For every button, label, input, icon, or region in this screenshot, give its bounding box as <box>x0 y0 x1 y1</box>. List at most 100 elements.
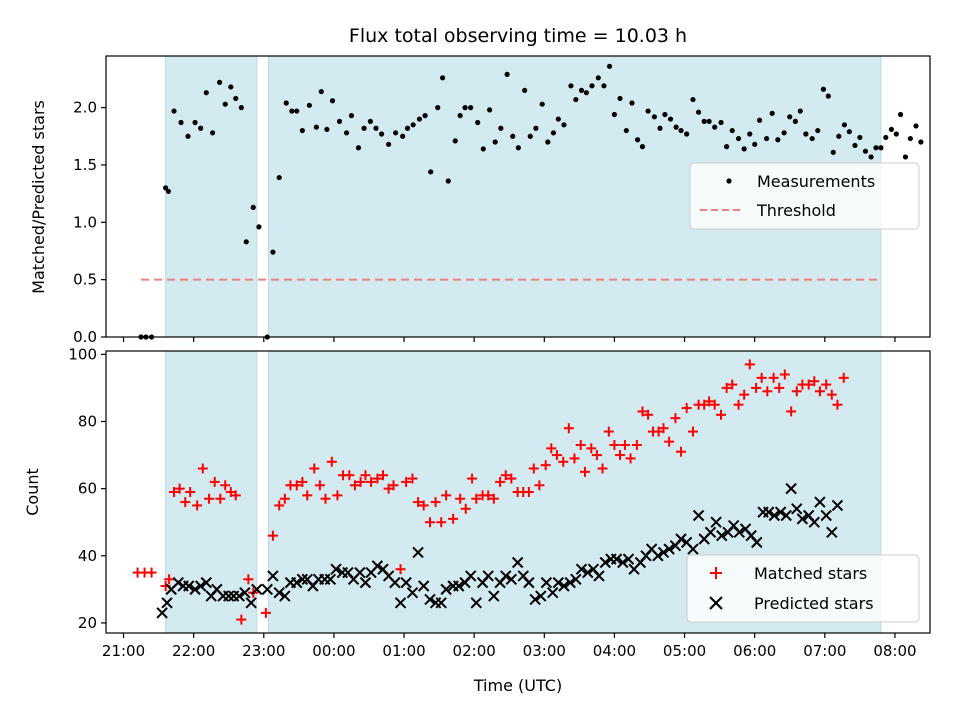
predicted-star-point <box>593 570 605 582</box>
x-tick-label: 08:00 <box>873 642 916 660</box>
measurement-point <box>410 122 416 128</box>
measurement-point <box>878 145 884 151</box>
measurement-point <box>657 125 663 131</box>
top-legend: Measurements Threshold <box>689 162 920 230</box>
measurement-point <box>645 108 651 114</box>
measurement-point <box>578 87 585 94</box>
predicted-star-point <box>831 499 844 512</box>
measurement-point <box>313 124 319 130</box>
matched-star-point <box>260 607 271 618</box>
measurement-point <box>718 119 724 126</box>
measurement-point <box>684 131 690 137</box>
matched-star-point <box>709 399 720 410</box>
matched-star-point <box>704 396 715 407</box>
matched-star-point <box>733 399 744 410</box>
predicted-star-point <box>482 570 494 582</box>
y-tick-label: 1.5 <box>73 156 97 174</box>
matched-star-point <box>809 376 820 387</box>
measurement-point <box>857 134 863 141</box>
matched-star-point <box>220 480 231 491</box>
measurement-point <box>836 133 842 139</box>
predicted-star-point <box>330 563 342 575</box>
measurement-point <box>629 100 635 106</box>
matched-star-point <box>506 473 517 484</box>
matched-star-point <box>546 443 557 454</box>
predicted-star-point <box>610 553 623 565</box>
predicted-star-point <box>564 576 576 589</box>
measurement-point <box>379 131 385 137</box>
matched-star-point <box>619 440 630 450</box>
measurement-point <box>203 90 209 96</box>
matched-star-point <box>215 493 226 504</box>
matched-star-point <box>744 359 755 370</box>
measurement-point <box>706 118 712 124</box>
chart-title: Flux total observing time = 10.03 h <box>349 25 687 47</box>
x-tick-label: 23:00 <box>242 642 285 660</box>
predicted-star-point <box>751 536 763 549</box>
measurement-point <box>741 146 747 152</box>
measurement-point <box>355 145 362 151</box>
x-tick-label: 00:00 <box>312 642 355 660</box>
predicted-star-point <box>233 590 245 602</box>
top-plot-frame <box>105 55 931 338</box>
x-tick-label: 06:00 <box>733 642 776 660</box>
predicted-star-point <box>406 587 419 599</box>
measurement-point <box>873 145 879 151</box>
predicted-star-point <box>412 546 424 559</box>
measurement-point <box>486 107 493 113</box>
measurement-point <box>712 124 718 130</box>
matched-star-point <box>625 453 636 464</box>
measurement-point <box>803 131 809 137</box>
predicted-star-point <box>774 506 787 518</box>
matched-star-point <box>768 372 779 383</box>
measurement-point <box>606 63 613 69</box>
matched-star-point <box>670 413 681 424</box>
predicted-star-point <box>796 513 809 525</box>
measurement-point <box>913 123 919 129</box>
top-y-axis-label: Matched/Predicted stars <box>29 100 48 294</box>
measurement-point <box>209 130 216 136</box>
predicted-star-point <box>239 587 251 599</box>
matched-star-point <box>814 386 825 397</box>
measurement-point <box>695 109 702 115</box>
measurement-point <box>781 130 787 136</box>
predicted-star-point <box>400 576 412 589</box>
measurement-point <box>283 100 289 106</box>
measurement-point <box>678 127 684 134</box>
measurement-point <box>256 224 262 230</box>
predicted-star-point <box>200 576 212 589</box>
measurement-point <box>775 137 781 143</box>
measurement-point <box>601 83 607 89</box>
predicted-star-point <box>547 587 559 599</box>
measurement-point <box>270 249 276 255</box>
predicted-star-point <box>488 590 500 602</box>
measurement-point <box>555 116 561 122</box>
bottom-x-ticks: 21:00 22:00 23:00 00:00 01:00 02:00 03:00 04:00… <box>102 633 917 660</box>
matched-star-point <box>467 473 478 484</box>
predicted-star-point <box>183 580 195 592</box>
matched-star-point <box>395 564 406 575</box>
measurement-point <box>515 145 521 151</box>
y-tick-label: 2.0 <box>73 99 97 117</box>
predicted-star-point <box>394 597 407 609</box>
matched-star-point <box>483 490 494 501</box>
predicted-star-point <box>324 573 337 585</box>
predicted-star-point <box>279 590 291 602</box>
matched-star-point <box>540 460 551 471</box>
predicted-star-point <box>692 509 705 522</box>
x-tick-label: 05:00 <box>663 642 706 660</box>
predicted-star-point <box>768 509 781 522</box>
predicted-star-point <box>657 546 670 559</box>
measurement-point <box>373 125 379 131</box>
predicted-star-point <box>291 576 303 589</box>
y-tick-label: 100 <box>68 345 97 363</box>
measurement-point <box>830 149 836 155</box>
measurement-point <box>318 88 324 95</box>
matched-star-point <box>803 379 814 390</box>
measurement-point <box>492 139 498 145</box>
measurement-point <box>504 71 510 77</box>
matched-star-point <box>826 389 837 400</box>
measurement-point <box>243 239 249 245</box>
predicted-star-point <box>296 573 309 585</box>
measurement-point <box>386 141 392 147</box>
